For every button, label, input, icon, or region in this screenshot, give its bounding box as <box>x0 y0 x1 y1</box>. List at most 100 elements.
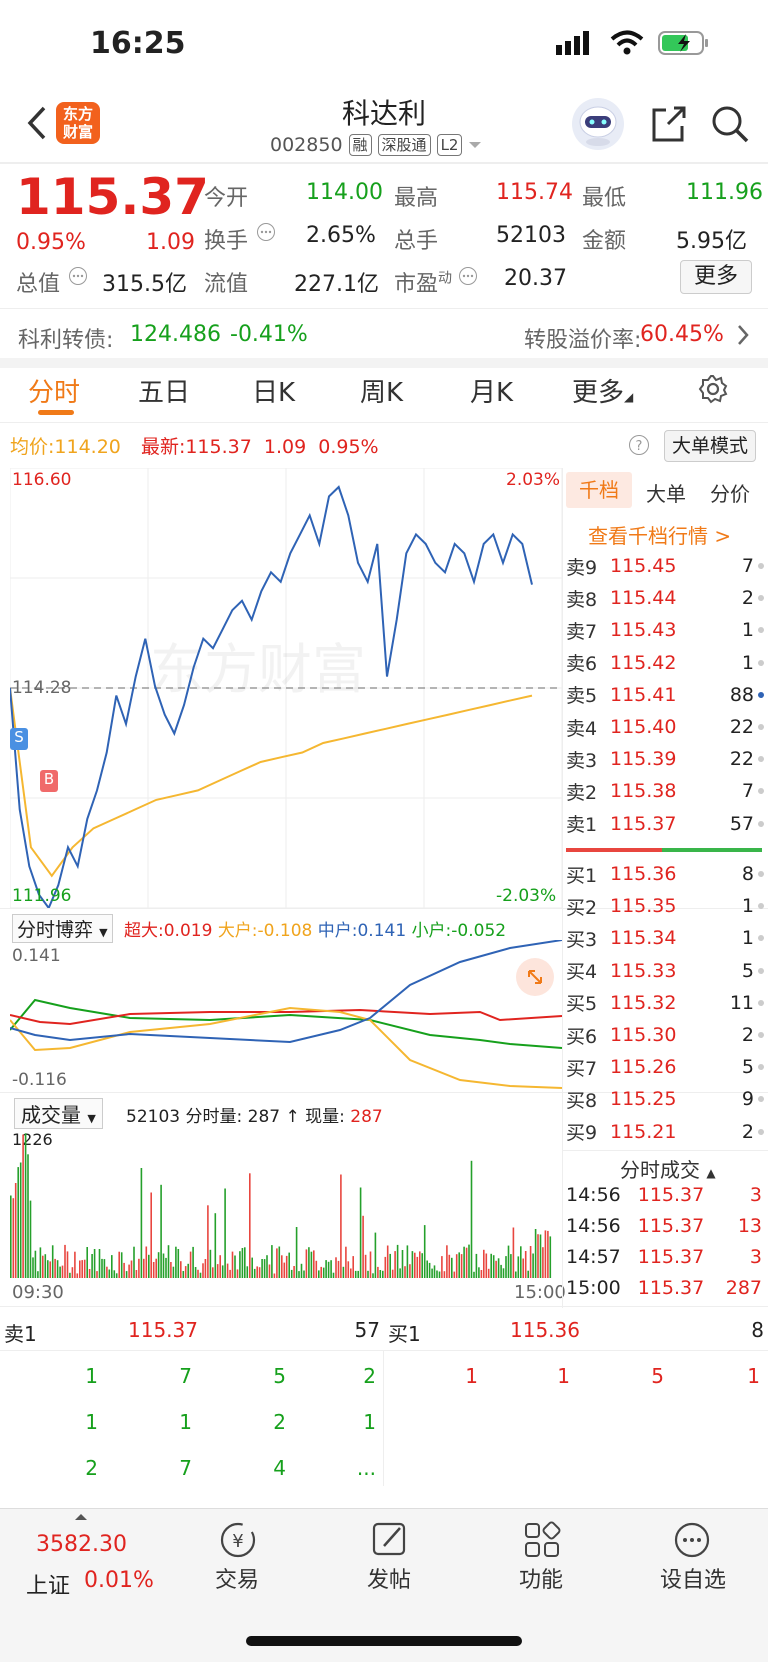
level-volume: 57 <box>729 812 754 835</box>
level-price: 115.21 <box>610 1120 677 1143</box>
bid-row[interactable]: 买9 115.21 2 <box>566 1116 764 1148</box>
level-price: 115.30 <box>610 1024 677 1046</box>
volume-bar <box>133 1246 135 1278</box>
volume-bar <box>258 1267 261 1278</box>
index-value[interactable]: 3582.30 <box>36 1532 127 1557</box>
tab-thousand-levels[interactable]: 千档 <box>566 472 632 508</box>
volume-bar <box>79 1260 81 1278</box>
ask-row[interactable]: 卖1 115.37 57 <box>566 808 764 840</box>
tab-daily[interactable]: 日K <box>252 378 296 408</box>
nav-trade[interactable]: 交易 <box>214 1568 259 1593</box>
big-order-mode-button[interactable]: 大单模式 <box>664 430 756 462</box>
bid-row[interactable]: 买4 115.33 5 <box>566 955 764 987</box>
chevron-right-icon[interactable] <box>736 324 750 346</box>
view-levels-link[interactable]: 查看千档行情 > <box>588 524 732 548</box>
level-label: 卖7 <box>566 620 598 643</box>
volume-bar <box>123 1262 125 1278</box>
info-icon[interactable] <box>256 222 276 242</box>
trade-yen-icon[interactable]: ¥ <box>218 1520 258 1560</box>
bid-row[interactable]: 买3 115.34 1 <box>566 922 764 954</box>
index-name[interactable]: 上证 <box>26 1574 71 1599</box>
bid-row[interactable]: 买1 115.36 8 <box>566 858 764 890</box>
bid-row[interactable]: 买2 115.35 1 <box>566 890 764 922</box>
tab-intraday[interactable]: 分时 <box>28 378 81 408</box>
ask-row[interactable]: 卖8 115.44 2 <box>566 582 764 614</box>
premium-value: 60.45% <box>640 322 724 347</box>
level-price: 115.25 <box>610 1088 677 1111</box>
more-dots-icon[interactable] <box>672 1520 712 1560</box>
volume-dropdown[interactable]: 成交量 ▼ <box>14 1098 103 1129</box>
tab-weekly[interactable]: 周K <box>360 378 404 408</box>
settings-gear-icon[interactable] <box>698 374 728 404</box>
tab-price-dist[interactable]: 分价 <box>710 482 750 506</box>
stock-subtitle[interactable]: 002850 融 深股通 L2 <box>270 134 482 156</box>
bid-row[interactable]: 买8 115.25 9 <box>566 1083 764 1115</box>
volume-bar <box>534 1229 537 1278</box>
volume-bar <box>359 1187 362 1278</box>
ask-row[interactable]: 卖7 115.43 1 <box>566 614 764 646</box>
tab-5day[interactable]: 五日 <box>138 378 191 408</box>
volume-bar <box>512 1227 515 1278</box>
level-dot <box>758 903 764 910</box>
volume-bar <box>290 1269 293 1278</box>
back-icon[interactable] <box>22 100 62 146</box>
queue-ask-vol: 57 <box>354 1318 380 1342</box>
ask-row[interactable]: 卖9 115.45 7 <box>566 550 764 582</box>
nav-functions[interactable]: 功能 <box>518 1568 563 1593</box>
expand-icon[interactable] <box>516 958 554 996</box>
index-pct[interactable]: 0.01% <box>84 1568 154 1593</box>
functions-grid-icon[interactable] <box>522 1520 562 1560</box>
volume-bar <box>125 1271 128 1278</box>
tab-big-orders[interactable]: 大单 <box>646 482 686 506</box>
nav-add-watchlist[interactable]: 设自选 <box>659 1568 726 1593</box>
volume-bar <box>487 1268 490 1278</box>
capital-flow-chart[interactable] <box>10 940 562 1090</box>
volume-bar <box>162 1253 165 1278</box>
more-button[interactable]: 更多 <box>680 260 752 294</box>
game-y-top: 0.141 <box>12 946 61 966</box>
volume-bar <box>322 1267 325 1278</box>
info-icon[interactable] <box>458 266 478 286</box>
tab-monthly[interactable]: 月K <box>470 378 514 408</box>
open-label: 今开 <box>204 186 249 211</box>
volume-bar <box>120 1252 123 1278</box>
robot-avatar-icon[interactable] <box>572 98 624 150</box>
bid-queue-cell: 1 <box>465 1364 478 1388</box>
trades-title[interactable]: 分时成交 ▲ <box>620 1158 716 1182</box>
help-icon[interactable]: ? <box>628 434 650 456</box>
level-volume: 5 <box>741 959 754 982</box>
ask-row[interactable]: 卖4 115.40 22 <box>566 711 764 743</box>
volume-bar <box>332 1272 335 1278</box>
volume-bar <box>285 1255 288 1278</box>
bond-name[interactable]: 科利转债: <box>18 328 114 353</box>
queue-ask-price: 115.37 <box>128 1318 198 1342</box>
nav-post[interactable]: 发帖 <box>366 1568 411 1593</box>
bid-row[interactable]: 买5 115.32 11 <box>566 987 764 1019</box>
level-dot <box>758 935 764 942</box>
intraday-price-chart[interactable]: 东方财富 <box>10 468 562 908</box>
sell-marker[interactable]: S <box>10 728 28 750</box>
volume-bar <box>251 1257 253 1278</box>
volume-bar <box>152 1262 155 1278</box>
post-edit-icon[interactable] <box>370 1520 410 1560</box>
volume-bar <box>515 1271 517 1278</box>
bid-row[interactable]: 买6 115.30 2 <box>566 1019 764 1051</box>
level-price: 115.38 <box>610 780 677 803</box>
tab-more[interactable]: 更多◢ <box>572 378 634 408</box>
ask-row[interactable]: 卖3 115.39 22 <box>566 743 764 775</box>
ask-row[interactable]: 卖5 115.41 88 <box>566 679 764 711</box>
volume-chart[interactable] <box>10 1130 562 1278</box>
trade-volume: 3 <box>749 1246 762 1268</box>
pe-label: 市盈动 <box>394 270 453 297</box>
search-icon[interactable] <box>710 104 750 144</box>
bid-row[interactable]: 买7 115.26 5 <box>566 1051 764 1083</box>
game-dropdown[interactable]: 分时博弈 ▼ <box>12 914 113 943</box>
ask-row[interactable]: 卖2 115.38 7 <box>566 775 764 807</box>
buy-marker[interactable]: B <box>40 770 58 792</box>
share-icon[interactable] <box>648 104 688 144</box>
home-indicator <box>246 1636 522 1646</box>
volume-bar <box>522 1258 524 1278</box>
info-icon[interactable] <box>68 266 88 286</box>
volume-bar <box>537 1234 539 1278</box>
ask-row[interactable]: 卖6 115.42 1 <box>566 647 764 679</box>
